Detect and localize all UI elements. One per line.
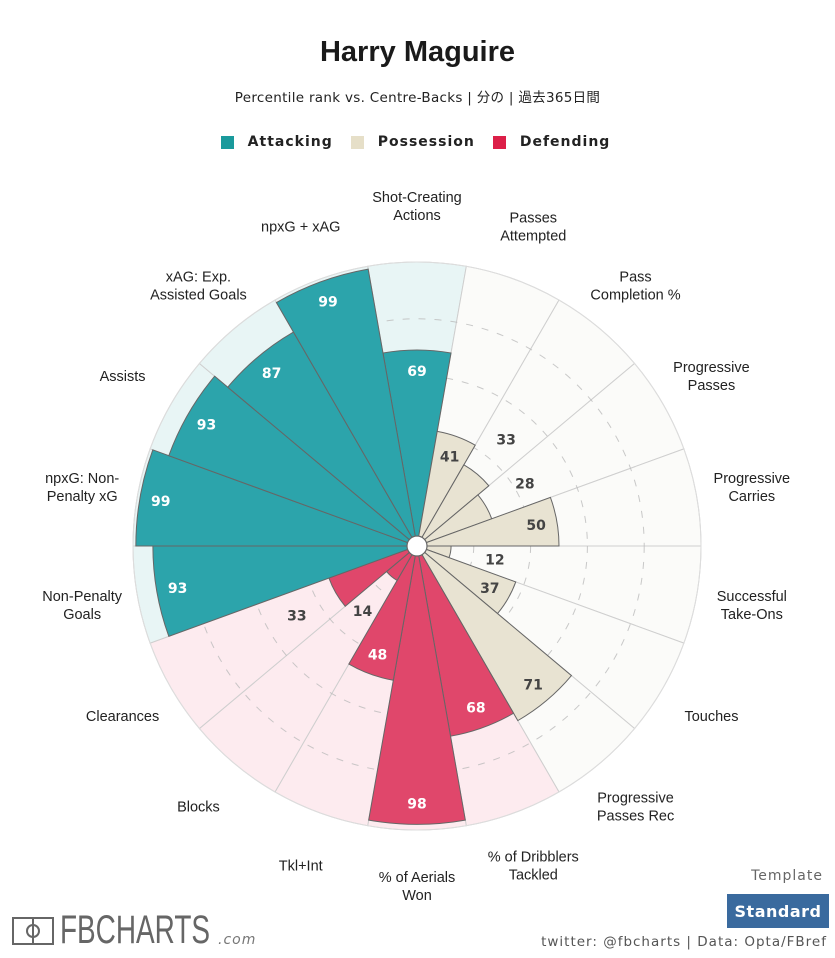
category-label: Touches	[684, 709, 738, 725]
category-label: Progressive Carries	[714, 471, 791, 505]
legend-swatch-attacking	[220, 135, 234, 149]
pitch-icon	[12, 917, 54, 945]
category-label: Pass Completion %	[590, 270, 680, 304]
bar-npxg-xag	[275, 268, 418, 547]
value-label: 68	[466, 701, 485, 717]
value-label: 50	[526, 518, 546, 534]
category-label: Blocks	[177, 799, 220, 815]
category-label: % of Dribblers Tackled	[488, 849, 579, 883]
category-label: Non-Penalty Goals	[42, 589, 123, 623]
value-label: 33	[287, 608, 306, 624]
legend-label: Attacking	[247, 134, 333, 150]
legend-swatch-defending	[492, 135, 506, 149]
legend-swatch-possession	[350, 135, 364, 149]
value-label: 14	[353, 604, 373, 620]
bar-pass-completion-	[416, 464, 490, 547]
bar-assists	[168, 375, 418, 547]
template-standard-button[interactable]: Standard	[727, 894, 829, 928]
category-label: npxG + xAG	[261, 220, 340, 236]
template-label: Template	[751, 868, 823, 884]
value-label: 12	[485, 553, 504, 569]
value-label: 41	[440, 449, 459, 465]
bar-progressive-carries	[416, 496, 560, 547]
value-label: 99	[318, 295, 337, 311]
category-label: Progressive Passes Rec	[597, 790, 674, 824]
category-label: npxG: Non-Penalty xG	[45, 471, 119, 505]
bar-progressive-passes-rec	[416, 545, 573, 722]
legend-item-attacking: Attacking	[220, 134, 333, 150]
data-credit: twitter: @fbcharts | Data: Opta/FBref	[541, 934, 827, 950]
value-label: 71	[523, 677, 542, 693]
value-label: 48	[368, 647, 387, 663]
legend: Attacking Possession Defending	[0, 134, 835, 150]
chart-title: Harry Maguire	[319, 36, 515, 68]
category-label: Shot-Creating Actions	[372, 190, 461, 224]
legend-item-defending: Defending	[492, 134, 611, 150]
legend-item-possession: Possession	[350, 134, 475, 150]
chart-subtitle: Percentile rank vs. Centre-Backs | 分の | …	[234, 90, 601, 106]
value-label: 69	[407, 364, 426, 380]
value-label: 93	[197, 417, 216, 433]
value-label: 87	[262, 366, 281, 382]
bar-passes-attempted	[416, 430, 476, 547]
outer-ring	[132, 261, 702, 831]
category-label: Successful Take-Ons	[717, 589, 787, 623]
value-label: 99	[151, 494, 170, 510]
logo-suffix: .com	[218, 932, 257, 948]
category-label: Clearances	[86, 709, 159, 725]
category-label: xAG: Exp. Assisted Goals	[150, 270, 247, 304]
category-label: Assists	[100, 369, 146, 385]
value-label: 33	[496, 433, 515, 449]
category-label: % of Aerials Won	[379, 870, 456, 904]
legend-label: Possession	[377, 134, 475, 150]
category-label: Passes Attempted	[500, 211, 566, 245]
value-label: 28	[515, 477, 534, 493]
logo-wordmark: FBCHARTS	[60, 910, 210, 946]
bar--of-aerials-won	[368, 545, 466, 825]
bar-tkl-int	[348, 545, 418, 681]
category-label: Tkl+Int	[279, 858, 323, 874]
bar-npxg-non-penalty-xg	[135, 449, 418, 547]
fbcharts-logo: FBCHARTS .com	[12, 910, 257, 948]
legend-label: Defending	[519, 134, 611, 150]
value-label: 98	[407, 796, 426, 812]
category-label: Progressive Passes	[673, 360, 750, 394]
value-label: 37	[480, 581, 499, 597]
center-hole	[406, 535, 428, 557]
logo-text: FBCHARTS	[60, 910, 210, 946]
value-label: 93	[168, 581, 187, 597]
